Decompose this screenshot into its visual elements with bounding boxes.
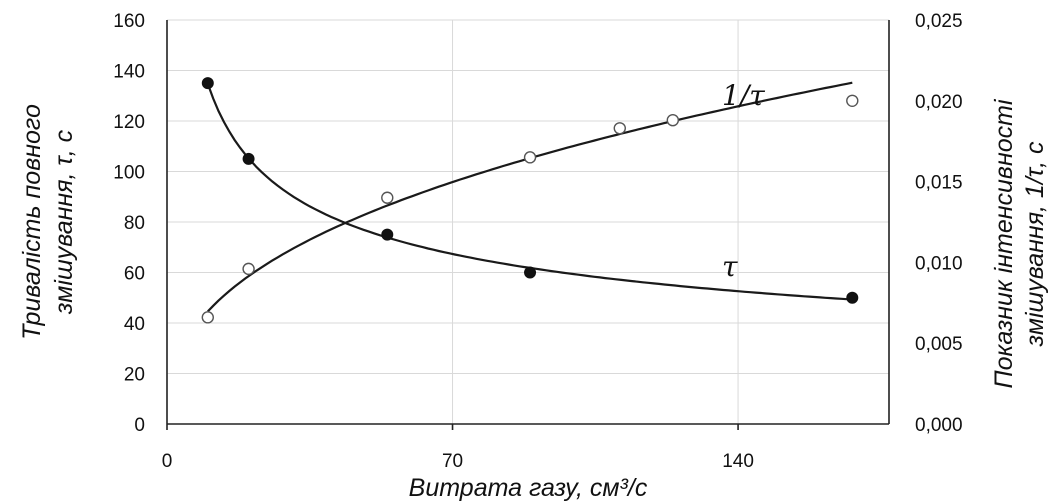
left-y-tick-label: 160 [113, 11, 145, 32]
tau-data-point [201, 77, 214, 90]
inv-tau-data-point [242, 262, 255, 276]
tau-data-point [381, 228, 394, 241]
right-y-axis-title-line1: Показник інтенсивності [990, 98, 1018, 388]
left-y-tick-label: 120 [113, 112, 145, 133]
inv-tau-data-point [613, 122, 626, 135]
gridlines [167, 19, 889, 424]
right-y-tick-label: 0,005 [915, 334, 963, 355]
right-y-tick-label: 0,010 [915, 253, 963, 274]
series-label-tau: τ [722, 250, 738, 283]
left-y-tick-label: 80 [124, 213, 145, 234]
left-y-tick-label: 100 [113, 163, 145, 184]
tau-data-point [524, 266, 537, 279]
inv-tau-data-point [666, 113, 680, 127]
right-y-tick-label: 0,000 [915, 415, 963, 436]
left-y-axis-title-line2: змішування, τ, с [50, 129, 78, 315]
data-points [201, 77, 859, 324]
tau-data-point [242, 152, 255, 165]
right-y-tick-label: 0,020 [915, 92, 963, 113]
axes [166, 20, 890, 425]
series-label-inv-tau: 1/τ [722, 79, 765, 112]
left-y-tick-label: 140 [113, 62, 145, 83]
right-y-tick-label: 0,015 [915, 173, 963, 194]
inv-tau-data-point [201, 311, 214, 324]
inv-tau-data-point [846, 94, 859, 108]
left-y-tick-label: 20 [124, 365, 145, 386]
right-y-tick-label: 0,025 [915, 11, 963, 32]
x-axis-title: Витрата газу, см³/с [409, 474, 648, 502]
left-y-tick-label: 60 [124, 264, 145, 285]
x-tick-label: 70 [442, 451, 463, 472]
right-y-axis-title-line2: змішування, 1/τ, с [1021, 141, 1049, 348]
left-y-tick-label: 40 [124, 314, 145, 335]
left-y-axis-title-line1: Тривалість повного [18, 104, 46, 340]
inv-tau-data-point [523, 151, 537, 164]
inv-tau-data-point [381, 191, 394, 204]
tau-data-point [846, 291, 859, 304]
x-tick-label: 140 [722, 451, 754, 472]
tick-labels: 0 20 40 60 80 100 120 140 160 0 70 140 0,000 0,005 0,0… [113, 11, 962, 472]
left-y-tick-label: 0 [134, 415, 145, 436]
x-tick-label: 0 [162, 451, 173, 472]
